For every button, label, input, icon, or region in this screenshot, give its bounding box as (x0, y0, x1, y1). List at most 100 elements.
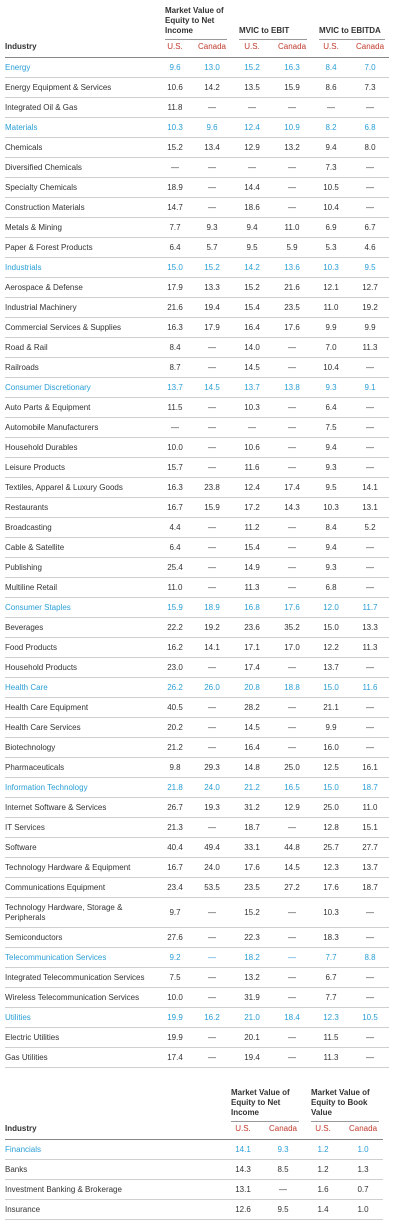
multiple-value: 19.3 (193, 797, 232, 818)
industry-name: Banks (5, 1159, 223, 1180)
multiple-value: — (351, 357, 390, 378)
multiple-value: — (351, 897, 390, 928)
industry-header: Industry (5, 42, 157, 58)
multiple-value: 11.0 (157, 577, 193, 598)
multiple-value: 13.7 (351, 857, 390, 878)
multiple-value: 10.6 (231, 437, 274, 458)
industry-name: Railroads (5, 357, 157, 378)
group-header: MVIC to EBITDA (311, 6, 389, 42)
multiple-value: 8.4 (311, 57, 352, 78)
industry-row: Gas Utilities 17.4—19.4—11.3— (5, 1047, 390, 1068)
multiple-value: 7.0 (311, 337, 352, 358)
multiple-value: — (193, 657, 232, 678)
multiple-value: 9.3 (311, 377, 352, 398)
multiple-value: — (351, 457, 390, 478)
industry-row: Integrated Telecommunication Services 7.5… (5, 967, 390, 988)
multiple-value: 11.6 (231, 457, 274, 478)
multiple-value: 5.3 (311, 237, 352, 258)
multiple-value: 16.7 (157, 857, 193, 878)
multiple-value: — (351, 417, 390, 438)
multiple-value: 25.0 (273, 757, 312, 778)
multiple-value: 10.5 (351, 1007, 390, 1028)
multiple-value: 15.0 (311, 617, 352, 638)
group-title: Market Value of Equity to Book Value (311, 1088, 380, 1122)
multiple-value: 26.0 (193, 677, 232, 698)
multiple-value: 0.7 (343, 1179, 384, 1200)
multiple-value: 13.8 (273, 377, 312, 398)
industry-row: Household Products 23.0—17.4—13.7— (5, 657, 390, 678)
multiple-value: 19.4 (231, 1047, 274, 1068)
multiple-value: — (273, 657, 312, 678)
multiple-value: 1.2 (303, 1159, 344, 1180)
multiple-value: 11.5 (311, 1027, 352, 1048)
multiple-value: 53.5 (193, 877, 232, 898)
country-header: Canada (273, 42, 312, 58)
multiple-value: 31.2 (231, 797, 274, 818)
multiple-value: 12.3 (311, 857, 352, 878)
multiple-value: 9.9 (311, 717, 352, 738)
group-header: MVIC to EBIT (231, 6, 311, 42)
multiple-value: — (193, 1047, 232, 1068)
multiple-value: 11.3 (351, 337, 390, 358)
industry-name: Health Care Services (5, 717, 157, 738)
group-title: Market Value of Equity to Net Income (165, 6, 228, 40)
industry-name: Aerospace & Defense (5, 277, 157, 298)
multiple-value: 12.9 (273, 797, 312, 818)
multiple-value: — (273, 817, 312, 838)
multiple-value: — (351, 397, 390, 418)
industry-row: Metals & Mining 7.7 9.3 9.4 11.0 6.9 6.7 (5, 217, 390, 238)
multiple-value: — (273, 397, 312, 418)
multiple-value: 23.4 (157, 877, 193, 898)
multiple-value: 23.8 (193, 477, 232, 498)
multiple-value: 18.7 (351, 877, 390, 898)
multiple-value: 44.8 (273, 837, 312, 858)
multiple-value: — (193, 457, 232, 478)
industry-row: Cable & Satellite 6.4—15.4—9.4— (5, 537, 390, 558)
industry-name: Biotechnology (5, 737, 157, 758)
multiple-value: 7.7 (311, 947, 352, 968)
multiple-value: — (351, 967, 390, 988)
multiple-value: — (273, 897, 312, 928)
multiple-value: 21.6 (273, 277, 312, 298)
industry-row: Automobile Manufacturers — — — —7.5— (5, 417, 390, 438)
industry-name: Household Products (5, 657, 157, 678)
industry-row: Pharmaceuticals 9.8 29.3 14.8 25.0 12.5 16.1 (5, 757, 390, 778)
industry-name: Industrial Machinery (5, 297, 157, 318)
multiple-value: — (273, 417, 312, 438)
multiple-value: 10.5 (311, 177, 352, 198)
sector-row: Industrials 15.0 15.2 14.2 13.6 10.3 9.5 (5, 257, 390, 278)
multiple-value: 18.3 (311, 927, 352, 948)
multiple-value: — (193, 517, 232, 538)
header-spacer (5, 6, 157, 42)
multiple-value: 10.0 (157, 987, 193, 1008)
multiple-value: — (351, 1027, 390, 1048)
multiple-value: 17.6 (311, 877, 352, 898)
industry-name: Textiles, Apparel & Luxury Goods (5, 477, 157, 498)
multiple-value: 13.6 (273, 257, 312, 278)
multiple-value: — (193, 537, 232, 558)
industry-name: Telecommunication Services (5, 947, 157, 968)
group-title: MVIC to EBIT (239, 26, 308, 40)
multiple-value: 25.4 (157, 557, 193, 578)
industry-name: Publishing (5, 557, 157, 578)
multiple-value: — (231, 417, 274, 438)
industry-row: Wireless Telecommunication Services 10.0—… (5, 987, 390, 1008)
multiple-value: 16.2 (157, 637, 193, 658)
industry-row: Household Durables 10.0—10.6—9.4— (5, 437, 390, 458)
multiple-value: 9.3 (193, 217, 232, 238)
multiple-value: 10.4 (311, 197, 352, 218)
industry-row: Technology Hardware & Equipment 16.7 24.0 1… (5, 857, 390, 878)
multiple-value: 27.2 (273, 877, 312, 898)
multiple-value: 14.5 (231, 717, 274, 738)
industry-row: Restaurants 16.7 15.9 17.2 14.3 10.3 13.1 (5, 497, 390, 518)
multiple-value: 14.3 (223, 1159, 263, 1180)
multiple-value: 4.4 (157, 517, 193, 538)
industry-row: Paper & Forest Products 6.4 5.7 9.5 5.9 5.3 4.… (5, 237, 390, 258)
multiple-value: 14.5 (231, 357, 274, 378)
multiple-value: 21.0 (231, 1007, 274, 1028)
industry-name: Restaurants (5, 497, 157, 518)
multiple-value: 24.0 (193, 777, 232, 798)
multiple-value: 35.2 (273, 617, 312, 638)
multiple-value: 15.0 (311, 777, 352, 798)
multiple-value: 15.2 (157, 137, 193, 158)
